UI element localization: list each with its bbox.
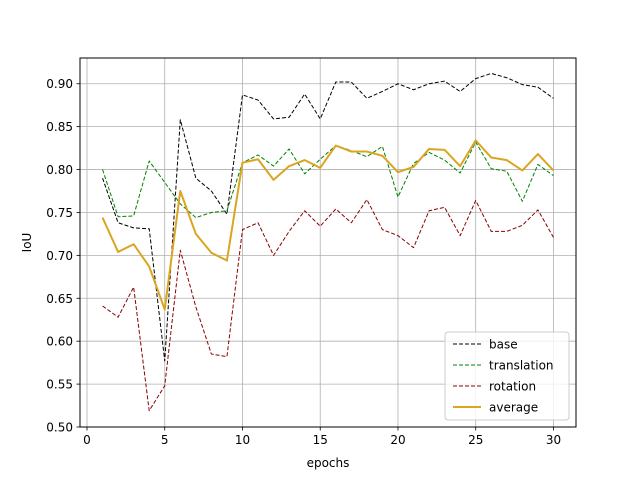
y-tick-label: 0.75	[46, 206, 73, 220]
x-tick-label: 25	[468, 433, 483, 447]
y-tick-label: 0.70	[46, 249, 73, 263]
y-tick-label: 0.85	[46, 120, 73, 134]
x-tick-label: 30	[546, 433, 561, 447]
legend-box	[444, 331, 570, 421]
x-axis-label: epochs	[307, 456, 350, 470]
y-tick-label: 0.55	[46, 378, 73, 392]
y-tick-label: 0.80	[46, 163, 73, 177]
x-ticks: 0 5 10 15 20 25 30	[83, 427, 561, 447]
legend-label-rotation: rotation	[489, 380, 536, 394]
y-tick-label: 0.90	[46, 77, 73, 91]
x-tick-label: 5	[161, 433, 169, 447]
legend-label-base: base	[489, 338, 518, 352]
y-tick-label: 0.65	[46, 292, 73, 306]
y-tick-label: 0.60	[46, 335, 73, 349]
legend-label-translation: translation	[489, 359, 554, 373]
series-layer	[101, 72, 555, 412]
x-tick-label: 15	[313, 433, 328, 447]
x-tick-label: 20	[390, 433, 405, 447]
x-tick-label: 0	[83, 433, 91, 447]
legend-label-average: average	[489, 401, 538, 415]
axes-frame	[79, 57, 577, 428]
series-line-average	[101, 139, 555, 311]
x-tick-label: 10	[235, 433, 250, 447]
y-tick-label: 0.50	[46, 421, 73, 435]
series-line-base	[102, 72, 554, 362]
series-line-rotation	[102, 199, 554, 412]
series-line-translation	[102, 141, 554, 219]
y-ticks: 0.50 0.55 0.60 0.65 0.70 0.75 0.80 0.85 0.90	[46, 77, 80, 435]
y-axis-label: IoU	[20, 233, 34, 253]
legend: base translation rotation average	[444, 331, 570, 421]
